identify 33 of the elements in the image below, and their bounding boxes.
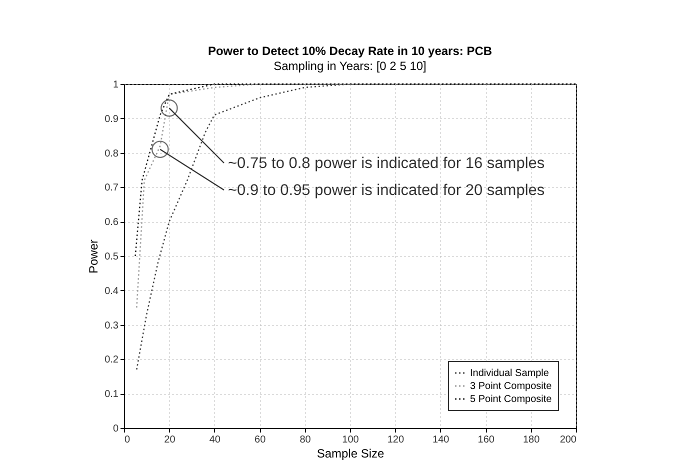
y-tick-label: 0.8 <box>104 148 119 160</box>
y-tick-label: 0 <box>112 424 119 434</box>
x-tick-label: 60 <box>254 434 266 446</box>
legend-label: 3 Point Composite <box>470 381 552 392</box>
x-tick-label: 120 <box>387 434 404 446</box>
x-tick-label: 140 <box>432 434 450 446</box>
legend-label: Individual Sample <box>470 368 550 379</box>
x-tick-label: 80 <box>300 434 312 446</box>
x-tick-label: 180 <box>522 434 540 446</box>
y-tick-label: 0.7 <box>104 182 119 194</box>
x-tick-label: 40 <box>209 434 221 446</box>
x-axis-title: Sample Size <box>316 446 385 460</box>
y-tick-label: 0.1 <box>104 389 119 400</box>
y-axis-title: Power <box>86 239 101 274</box>
x-tick-label: 0 <box>124 434 130 446</box>
x-tick-label: 160 <box>478 434 495 446</box>
x-tick-label: 100 <box>342 434 360 446</box>
x-tick-label: 200 <box>560 434 577 446</box>
y-tick-label: 1 <box>112 80 119 90</box>
annotation: ~0.75 to 0.8 power is indicated for 16 samples <box>228 155 545 172</box>
line-series <box>136 83 577 308</box>
line-series <box>134 83 577 257</box>
chart-title: Power to Detect 10% Decay Rate in 10 years: PCB <box>208 44 492 58</box>
legend-label: 5 Point Composite <box>470 394 552 405</box>
y-tick-label: 0.2 <box>104 354 119 366</box>
y-tick-label: 0.4 <box>104 286 119 297</box>
chart-subtitle: Sampling in Years: [0 2 5 10] <box>274 59 426 73</box>
y-tick-label: 0.5 <box>104 252 119 262</box>
y-tick-label: 0.6 <box>104 217 119 228</box>
annotation: ~0.9 to 0.95 power is indicated for 20 samples <box>228 182 545 199</box>
y-tick-label: 0.9 <box>104 114 119 125</box>
x-tick-label: 20 <box>164 434 176 446</box>
y-tick-label: 0.3 <box>104 320 119 332</box>
